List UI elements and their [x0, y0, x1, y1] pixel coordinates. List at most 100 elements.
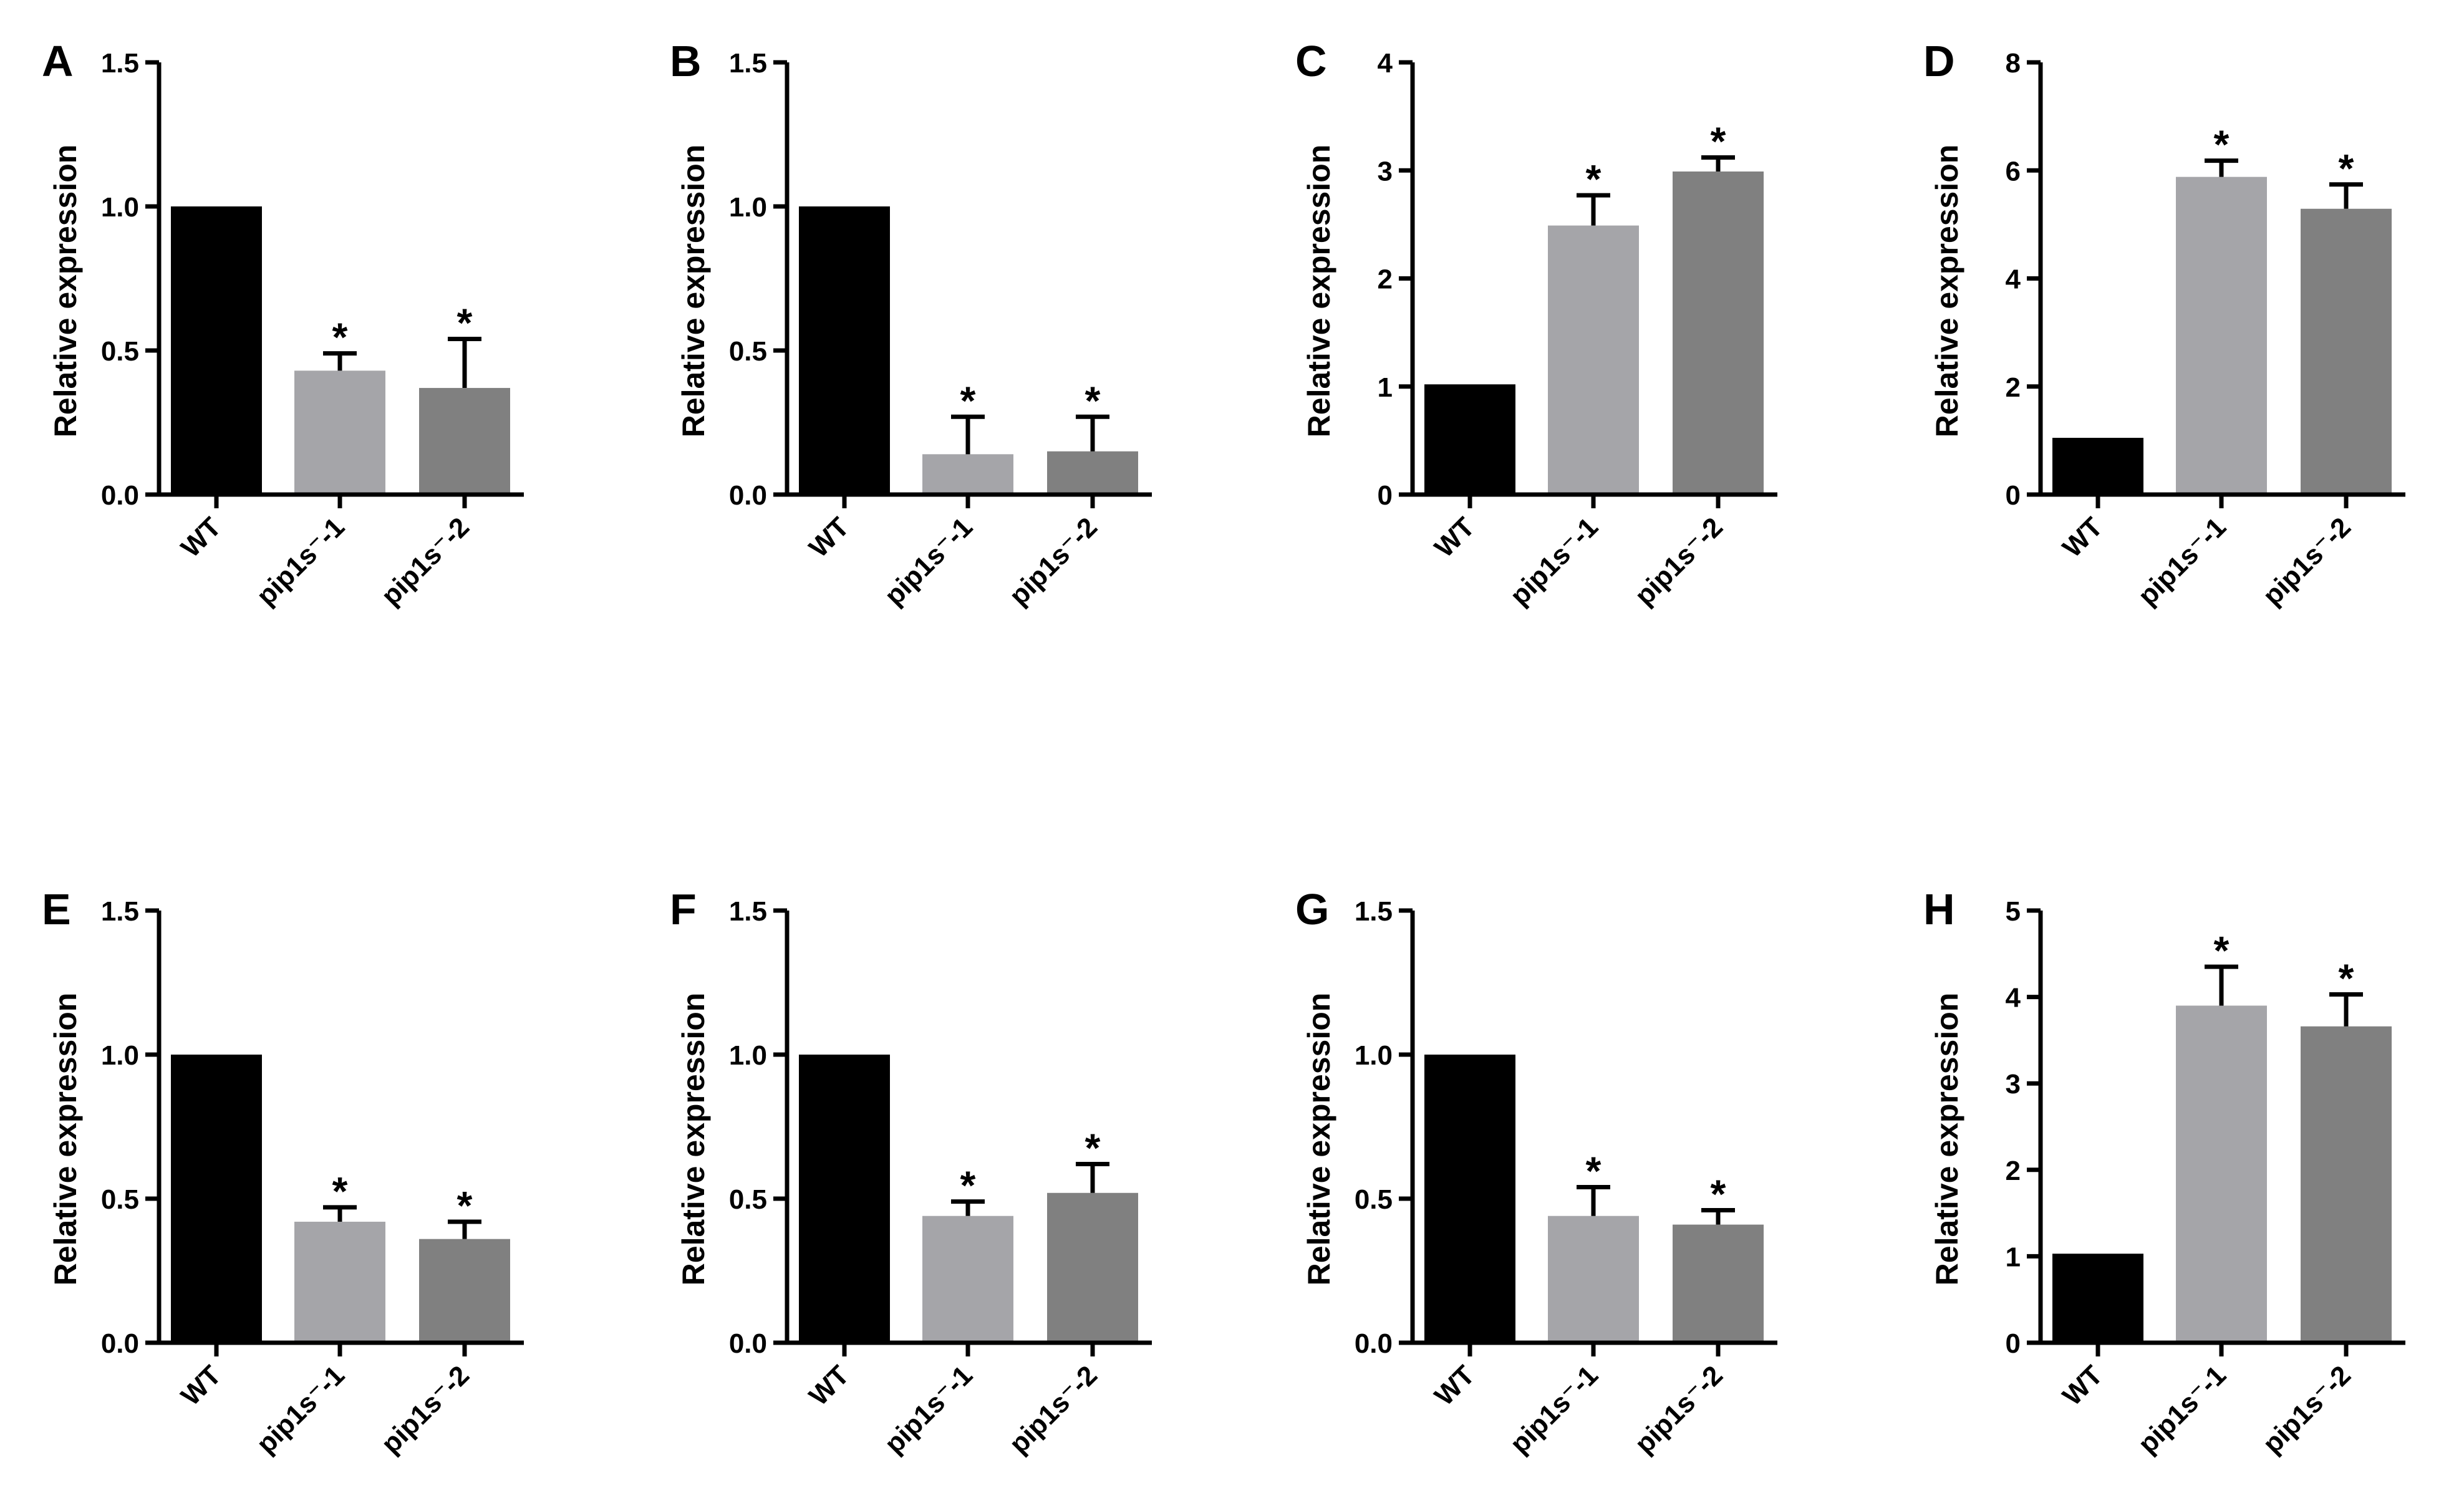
x-category-label: pip1s⁻-1	[879, 511, 978, 611]
significance-marker: *	[1711, 118, 1726, 163]
bar-pip1s-1	[294, 370, 385, 495]
y-tick-label: 1.0	[729, 192, 767, 223]
chart-panel-h: H * * 0 1 2 3 4 5 WT pip1s⁻-1 pip1s⁻-2 Relative expr…	[1923, 885, 2405, 1459]
bar-pip1s-2	[1673, 1224, 1764, 1343]
x-category-label: WT	[175, 511, 227, 563]
panel-label: E	[42, 885, 71, 934]
x-category-label: pip1s⁻-1	[1504, 1360, 1604, 1459]
significance-marker: *	[1711, 1171, 1726, 1216]
y-tick-label: 0.0	[1355, 1328, 1393, 1359]
y-tick-label: 0	[2006, 1328, 2021, 1359]
significance-marker: *	[2339, 955, 2354, 1000]
y-tick-label: 0.5	[101, 1184, 139, 1215]
y-tick-label: 6	[2006, 156, 2021, 186]
chart-panel-g: G * * 0.0 0.5 1.0 1.5 WT pip1s⁻-1 pip1s⁻-2 Relativ…	[1295, 885, 1777, 1459]
significance-marker: *	[2214, 122, 2230, 167]
chart-panel-b: B * * 0.0 0.5 1.0 1.5 WT pip1s⁻-1 pip1s⁻-2 Relativ…	[670, 37, 1152, 611]
y-axis-title: Relative expression	[1302, 993, 1336, 1286]
y-tick-label: 2	[2006, 372, 2021, 403]
bar-pip1s-1	[1548, 1216, 1639, 1343]
bar-pip1s-1	[922, 1216, 1013, 1343]
y-tick-label: 4	[2006, 983, 2021, 1013]
significance-marker: *	[2339, 146, 2354, 191]
y-tick-label: 5	[2006, 896, 2021, 927]
y-tick-label: 3	[1378, 156, 1393, 186]
panel-label: A	[42, 37, 74, 85]
x-category-label: WT	[2057, 1360, 2109, 1411]
y-tick-label: 1	[1378, 372, 1393, 403]
bar-wt	[171, 1055, 262, 1343]
bar-pip1s-1	[922, 454, 1013, 495]
significance-marker: *	[2214, 928, 2230, 973]
y-tick-label: 0.5	[101, 336, 139, 367]
x-category-label: pip1s⁻-2	[2257, 1360, 2357, 1459]
x-category-label: WT	[1429, 1360, 1481, 1411]
x-category-label: pip1s⁻-1	[879, 1360, 978, 1459]
x-category-label: WT	[175, 1360, 227, 1411]
bar-pip1s-2	[1047, 451, 1138, 495]
y-tick-label: 1.5	[101, 896, 139, 927]
y-tick-label: 0.0	[101, 480, 139, 511]
y-tick-label: 1.0	[1355, 1040, 1393, 1071]
bar-wt	[799, 1055, 890, 1343]
bar-wt	[799, 206, 890, 495]
x-category-label: pip1s⁻-2	[375, 1360, 475, 1459]
significance-marker: *	[457, 1183, 473, 1228]
significance-marker: *	[1085, 1126, 1101, 1171]
bar-pip1s-2	[1673, 171, 1764, 495]
significance-marker: *	[332, 1169, 348, 1214]
y-axis-title: Relative expression	[1302, 145, 1336, 438]
x-category-label: pip1s⁻-1	[1504, 511, 1604, 611]
y-tick-label: 4	[2006, 264, 2021, 295]
bar-wt	[1424, 384, 1515, 495]
x-category-label: pip1s⁻-1	[2132, 1360, 2232, 1459]
significance-marker: *	[457, 301, 473, 346]
chart-panel-d: D * * 0 2 4 6 8 WT pip1s⁻-1 pip1s⁻-2 Relative expre…	[1923, 37, 2405, 611]
x-category-label: WT	[1429, 511, 1481, 563]
y-tick-label: 0	[2006, 480, 2021, 511]
bar-pip1s-1	[2176, 176, 2267, 495]
significance-marker: *	[1085, 378, 1101, 423]
x-category-label: WT	[2057, 511, 2109, 563]
bar-pip1s-2	[1047, 1192, 1138, 1343]
bar-pip1s-1	[2176, 1005, 2267, 1343]
y-tick-label: 2	[2006, 1156, 2021, 1186]
panel-label: F	[670, 885, 697, 934]
bar-pip1s-2	[2301, 1026, 2392, 1343]
y-tick-label: 0.5	[729, 336, 767, 367]
y-tick-label: 0.0	[101, 1328, 139, 1359]
significance-marker: *	[960, 378, 976, 423]
y-tick-label: 1.0	[101, 1040, 139, 1071]
x-category-label: pip1s⁻-2	[375, 511, 475, 611]
y-tick-label: 2	[1378, 264, 1393, 295]
y-tick-label: 1	[2006, 1242, 2021, 1272]
significance-marker: *	[1586, 157, 1602, 201]
x-category-label: pip1s⁻-2	[2257, 511, 2357, 611]
bar-wt	[2052, 1254, 2143, 1343]
chart-panel-e: E * * 0.0 0.5 1.0 1.5 WT pip1s⁻-1 pip1s⁻-2 Relativ…	[42, 885, 524, 1459]
y-tick-label: 1.0	[101, 192, 139, 223]
y-tick-label: 1.5	[729, 48, 767, 79]
bar-wt	[2052, 438, 2143, 495]
y-tick-label: 0.0	[729, 1328, 767, 1359]
x-category-label: WT	[803, 511, 855, 563]
significance-marker: *	[960, 1163, 976, 1208]
chart-panel-f: F * * 0.0 0.5 1.0 1.5 WT pip1s⁻-1 pip1s⁻-2 Relativ…	[670, 885, 1152, 1459]
bar-pip1s-1	[1548, 225, 1639, 495]
panel-label: B	[670, 37, 702, 85]
panel-label: H	[1923, 885, 1955, 934]
x-category-label: pip1s⁻-1	[251, 1360, 350, 1459]
x-category-label: pip1s⁻-2	[1003, 1360, 1103, 1459]
y-tick-label: 8	[2006, 48, 2021, 79]
panel-label: G	[1295, 885, 1329, 934]
y-tick-label: 4	[1378, 48, 1393, 79]
y-tick-label: 1.5	[1355, 896, 1393, 927]
x-category-label: WT	[803, 1360, 855, 1411]
x-category-label: pip1s⁻-1	[2132, 511, 2232, 611]
y-axis-title: Relative expression	[1930, 993, 1964, 1286]
chart-panel-c: C * * 0 1 2 3 4 WT pip1s⁻-1 pip1s⁻-2 Relative expre…	[1295, 37, 1777, 611]
x-category-label: pip1s⁻-2	[1629, 511, 1729, 611]
bar-wt	[171, 206, 262, 495]
panel-label: D	[1923, 37, 1955, 85]
